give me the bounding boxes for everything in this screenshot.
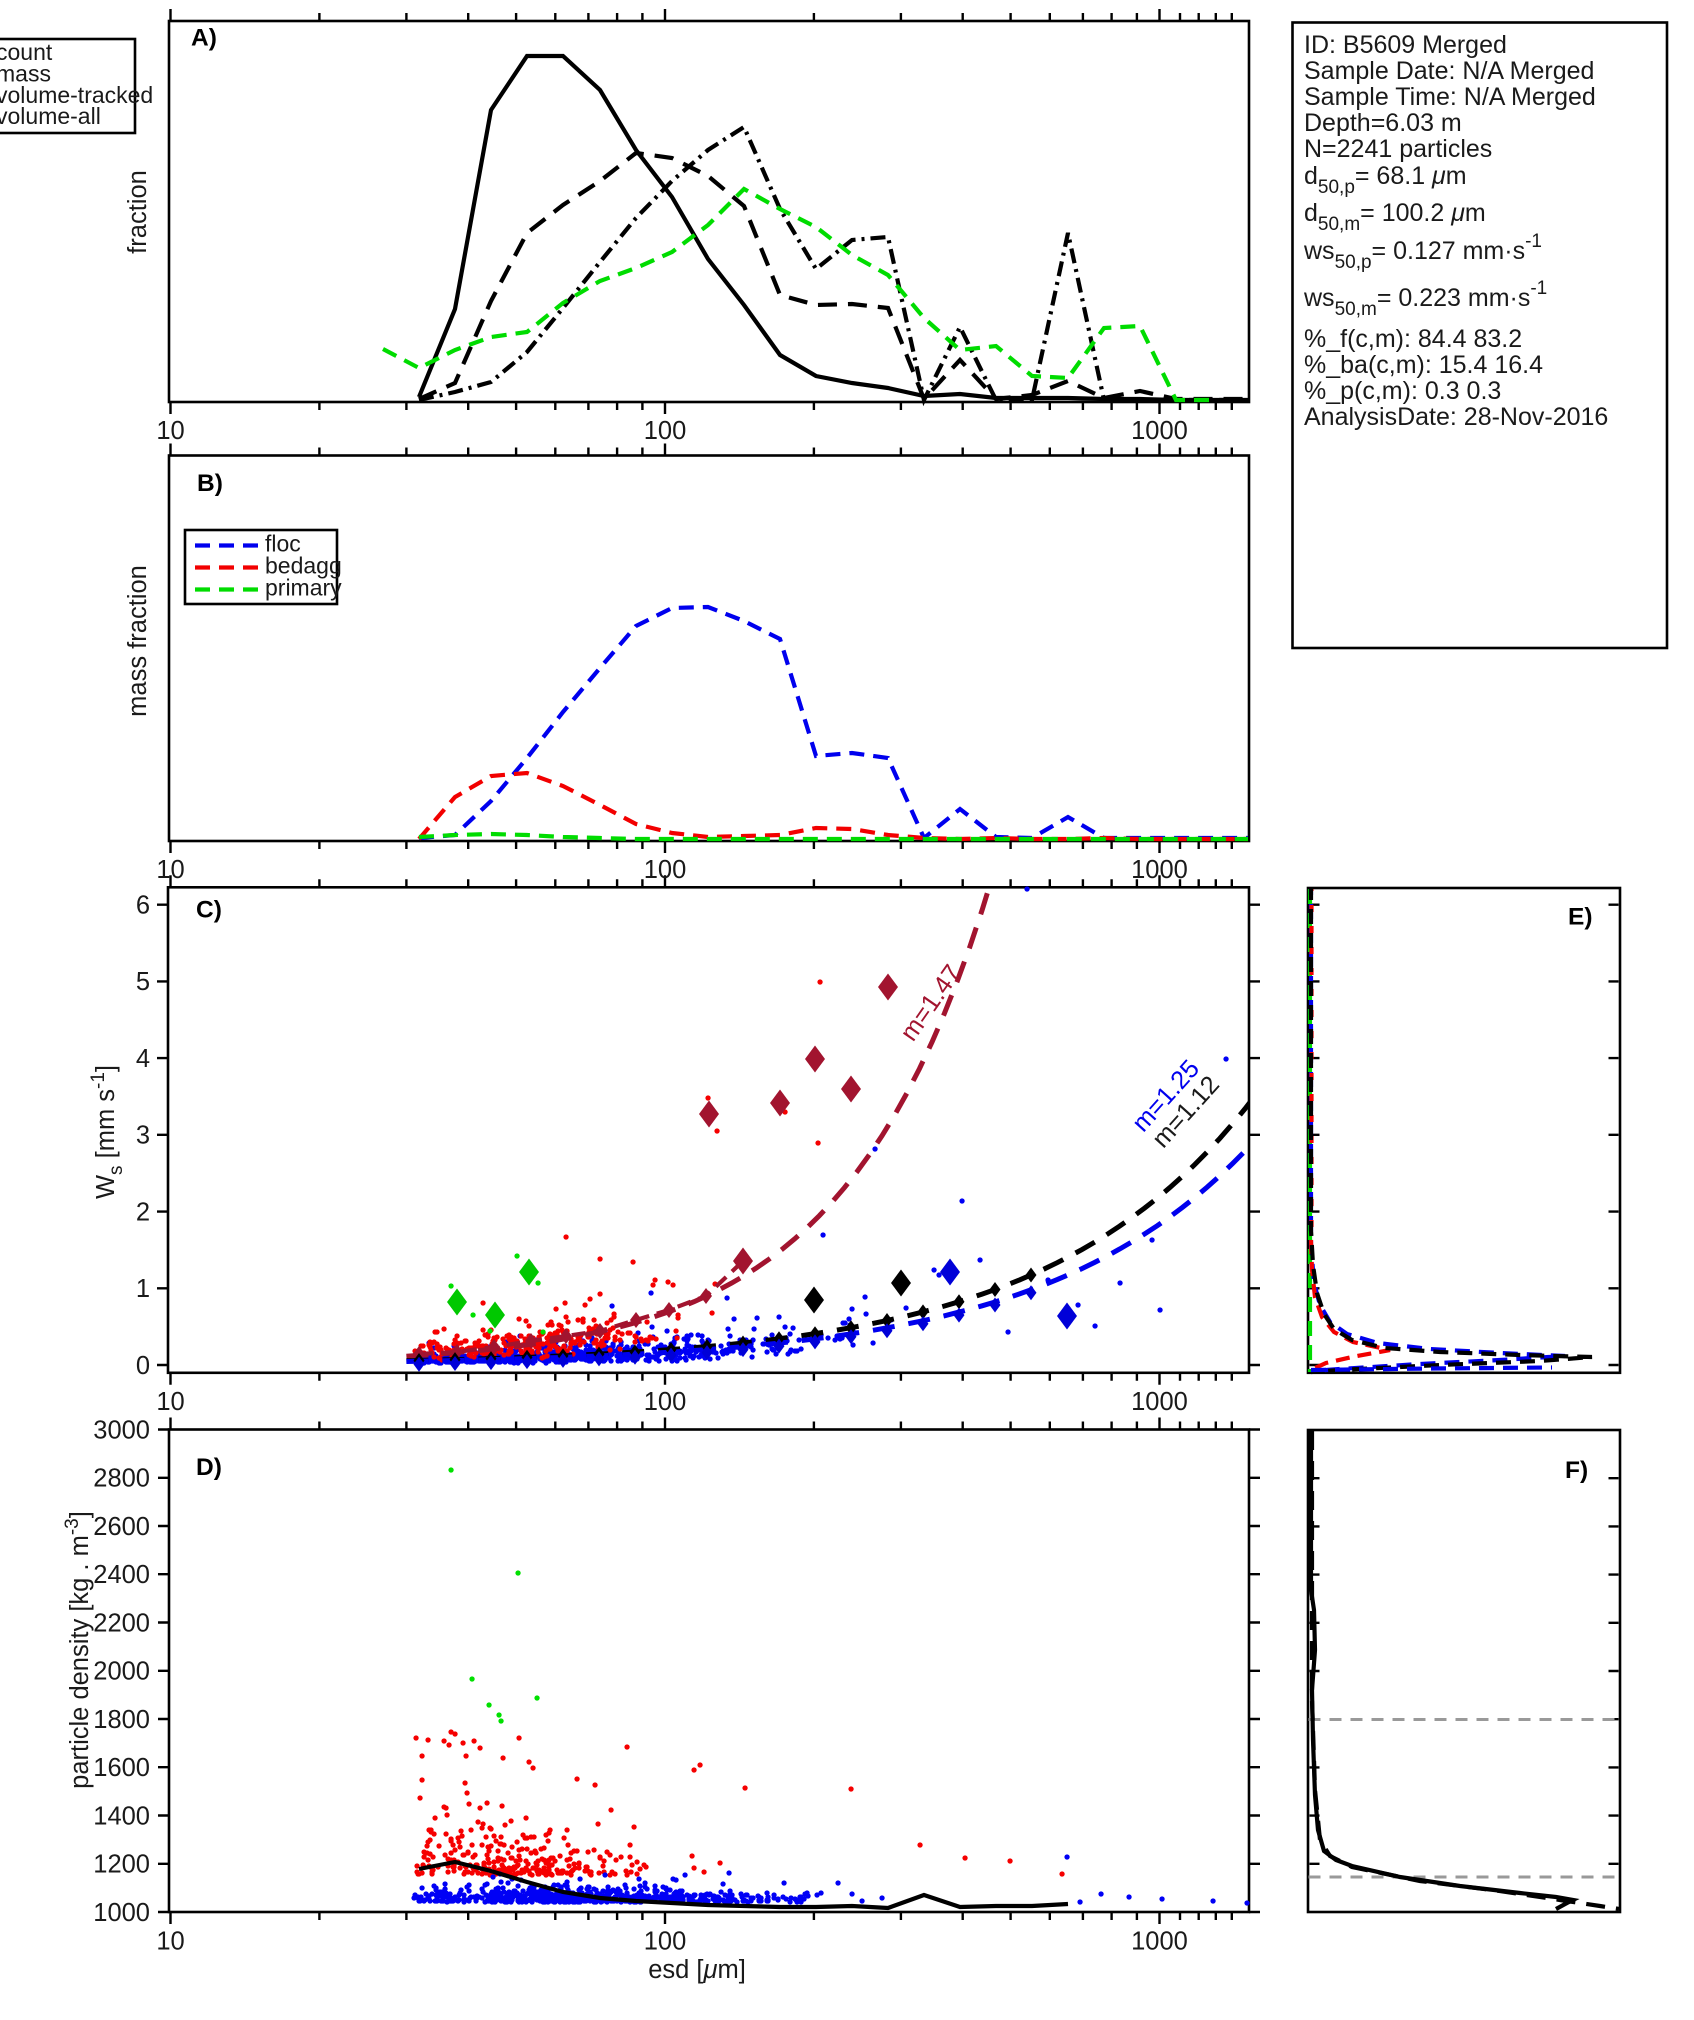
svg-text:100: 100 <box>644 417 687 445</box>
svg-text:1000: 1000 <box>1131 1388 1188 1416</box>
svg-text:1: 1 <box>136 1275 150 1303</box>
svg-text:0: 0 <box>136 1352 150 1380</box>
svg-text:1600: 1600 <box>93 1754 150 1782</box>
svg-text:100: 100 <box>644 1388 687 1416</box>
svg-text:Sample Time: N/A Merged: Sample Time: N/A Merged <box>1304 83 1596 111</box>
svg-text:Depth=6.03 m: Depth=6.03 m <box>1304 109 1462 137</box>
svg-text:3: 3 <box>136 1122 150 1150</box>
svg-text:2600: 2600 <box>93 1513 150 1541</box>
svg-text:10: 10 <box>156 417 184 445</box>
svg-text:4: 4 <box>136 1045 150 1073</box>
svg-text:10: 10 <box>156 1388 184 1416</box>
svg-text:6: 6 <box>136 892 150 920</box>
svg-text:1800: 1800 <box>93 1706 150 1734</box>
svg-text:2: 2 <box>136 1198 150 1226</box>
svg-text:d50,m= 100.2 μm: d50,m= 100.2 μm <box>1304 199 1486 235</box>
svg-text:F): F) <box>1565 1457 1588 1484</box>
svg-text:m=1.47: m=1.47 <box>895 960 967 1046</box>
svg-text:1000: 1000 <box>1131 417 1188 445</box>
svg-text:count: count <box>0 39 53 65</box>
svg-text:%_f(c,m): 84.4 83.2: %_f(c,m): 84.4 83.2 <box>1304 325 1522 353</box>
svg-text:1200: 1200 <box>93 1851 150 1879</box>
svg-text:primary: primary <box>265 575 342 601</box>
svg-text:3000: 3000 <box>93 1416 150 1444</box>
svg-text:mass fraction: mass fraction <box>124 565 152 717</box>
svg-text:mass: mass <box>0 60 51 86</box>
svg-text:5: 5 <box>136 968 150 996</box>
svg-text:1000: 1000 <box>1131 1928 1188 1956</box>
svg-text:B): B) <box>197 470 223 497</box>
svg-text:%_ba(c,m): 15.4 16.4: %_ba(c,m): 15.4 16.4 <box>1304 351 1543 379</box>
svg-text:esd [μm]: esd [μm] <box>648 1956 746 1984</box>
svg-text:10: 10 <box>156 1928 184 1956</box>
svg-text:ws50,p= 0.127 mm·s-1: ws50,p= 0.127 mm·s-1 <box>1303 231 1542 273</box>
svg-text:%_p(c,m): 0.3 0.3: %_p(c,m): 0.3 0.3 <box>1304 377 1501 405</box>
svg-text:A): A) <box>191 25 217 52</box>
svg-text:1400: 1400 <box>93 1802 150 1830</box>
svg-text:1000: 1000 <box>1131 856 1188 884</box>
svg-text:floc: floc <box>265 531 301 557</box>
svg-text:2000: 2000 <box>93 1658 150 1686</box>
svg-text:ws50,m= 0.223 mm·s-1: ws50,m= 0.223 mm·s-1 <box>1303 278 1547 320</box>
svg-text:volume-all: volume-all <box>0 103 101 129</box>
svg-text:1000: 1000 <box>93 1899 150 1927</box>
svg-text:AnalysisDate: 28-Nov-2016: AnalysisDate: 28-Nov-2016 <box>1304 403 1608 431</box>
svg-text:C): C) <box>196 897 222 924</box>
svg-text:d50,p= 68.1 μm: d50,p= 68.1 μm <box>1304 162 1467 198</box>
svg-text:100: 100 <box>644 856 687 884</box>
svg-text:D): D) <box>196 1454 222 1481</box>
svg-text:2800: 2800 <box>93 1465 150 1493</box>
svg-text:E): E) <box>1568 904 1593 931</box>
svg-text:2400: 2400 <box>93 1561 150 1589</box>
svg-text:fraction: fraction <box>124 170 152 254</box>
svg-text:10: 10 <box>156 856 184 884</box>
svg-text:Ws [mm s-1]: Ws [mm s-1] <box>88 1065 127 1199</box>
svg-text:ID: B5609 Merged: ID: B5609 Merged <box>1304 31 1507 59</box>
svg-text:2200: 2200 <box>93 1609 150 1637</box>
svg-text:Sample Date: N/A Merged: Sample Date: N/A Merged <box>1304 57 1594 85</box>
svg-text:volume-tracked: volume-tracked <box>0 82 153 108</box>
svg-text:100: 100 <box>644 1928 687 1956</box>
svg-text:particle density [kg . m-3]: particle density [kg . m-3] <box>62 1511 94 1789</box>
svg-text:bedagg: bedagg <box>265 553 342 579</box>
svg-text:N=2241 particles: N=2241 particles <box>1304 135 1492 163</box>
